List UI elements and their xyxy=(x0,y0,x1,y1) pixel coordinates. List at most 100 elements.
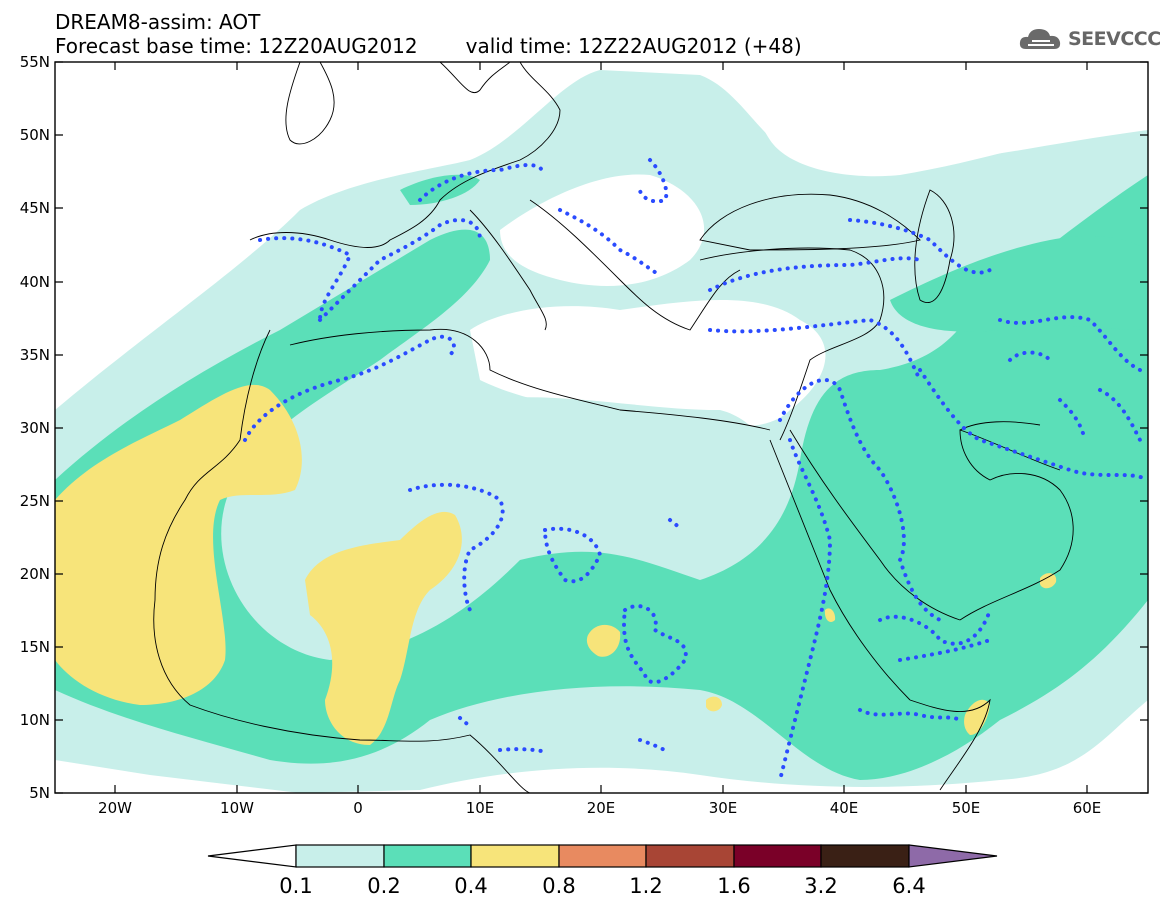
aot-band-0.4-0.8 xyxy=(824,608,836,622)
aot-band-0.4-0.8 xyxy=(706,696,722,712)
coastline-black-sea xyxy=(699,193,921,251)
colorbar: 0.1 0.2 0.4 0.8 1.2 1.6 3.2 6.4 xyxy=(207,844,998,898)
contour-line xyxy=(558,158,669,277)
contour-line xyxy=(778,438,833,782)
coastlines xyxy=(153,62,1074,793)
lat-label: 40N xyxy=(20,273,50,291)
coastline-horn-africa xyxy=(909,698,991,791)
coastline-italy-balkans xyxy=(469,199,741,331)
coastline-red-sea xyxy=(769,429,961,701)
axis-ticks xyxy=(55,61,1148,794)
aot-band-0.4-0.8 xyxy=(586,624,621,657)
contour-line xyxy=(848,218,1142,372)
lat-label: 50N xyxy=(20,126,50,144)
coastline-iberia-europe xyxy=(249,62,561,248)
aot-band-0.4-0.8 xyxy=(55,384,302,705)
aot-contours xyxy=(243,158,1148,782)
aot-band-0.1-0.2 xyxy=(477,397,780,560)
contour-line xyxy=(418,163,547,202)
lat-label: 35N xyxy=(20,346,50,364)
aot-clear-region xyxy=(55,62,304,330)
colorbar-label: 0.4 xyxy=(454,874,487,898)
colorbar-swatch xyxy=(295,844,385,868)
colorbar-swatch xyxy=(645,844,735,868)
lon-label: 10W xyxy=(220,799,254,817)
colorbar-label: 1.6 xyxy=(717,874,750,898)
lon-label: 40E xyxy=(830,799,859,817)
map-subtitle: Forecast base time: 12Z20AUG2012 valid ti… xyxy=(55,36,802,56)
colorbar-label: 1.2 xyxy=(629,874,662,898)
contour-line xyxy=(858,708,962,722)
colorbar-swatch xyxy=(733,844,822,868)
lat-label: 10N xyxy=(20,711,50,729)
aot-band-0.4-0.8 xyxy=(1040,573,1057,589)
aot-band-0.2-0.4 xyxy=(890,235,1148,332)
coastline-scandinavia xyxy=(439,62,511,93)
colorbar-label: 0.8 xyxy=(542,874,575,898)
contour-line xyxy=(542,526,603,584)
coastline-west-africa xyxy=(153,329,531,793)
lon-label: 60E xyxy=(1073,799,1102,817)
colorbar-labels: 0.1 0.2 0.4 0.8 1.2 1.6 3.2 6.4 xyxy=(279,874,925,898)
map-title: DREAM8-assim: AOT xyxy=(55,10,261,34)
contour-line xyxy=(458,716,471,732)
aot-band-0.4-0.8 xyxy=(305,511,462,745)
coastline-turkey-levant xyxy=(699,247,885,441)
lat-ticks xyxy=(55,61,1148,794)
aot-band-0.2-0.4 xyxy=(55,175,1148,780)
lat-label: 30N xyxy=(20,419,50,437)
valid-time-label: valid time: 12Z22AUG2012 (+48) xyxy=(465,34,802,58)
contour-line xyxy=(878,608,992,662)
contour-line xyxy=(778,378,942,622)
colorbar-label: 0.2 xyxy=(367,874,400,898)
aot-fields xyxy=(55,62,1148,793)
colorbar-swatch xyxy=(383,844,472,868)
aot-map: 55N 50N 45N 40N 35N 30N 25N 20N 15N 10N … xyxy=(20,53,1149,817)
logo-text: SEEVCCC xyxy=(1068,28,1161,50)
lat-label: 55N xyxy=(20,53,50,71)
colorbar-swatch xyxy=(207,844,297,868)
lat-label: 45N xyxy=(20,199,50,217)
lon-label: 0 xyxy=(353,799,363,817)
lat-labels: 55N 50N 45N 40N 35N 30N 25N 20N 15N 10N … xyxy=(20,53,50,802)
lon-label: 30E xyxy=(709,799,738,817)
base-time-label: Forecast base time: 12Z20AUG2012 xyxy=(55,34,418,58)
lat-label: 15N xyxy=(20,638,50,656)
contour-line xyxy=(668,518,681,534)
contour-line xyxy=(243,334,456,442)
aot-clear-region xyxy=(357,62,540,154)
contour-line xyxy=(408,482,505,612)
lon-label: 20W xyxy=(98,799,132,817)
contour-line xyxy=(258,236,353,322)
aot-clear-region xyxy=(753,62,1148,177)
lat-label: 5N xyxy=(29,784,50,802)
contour-line xyxy=(1058,388,1142,442)
aot-band-0.4-0.8 xyxy=(964,699,990,735)
colorbar-label: 6.4 xyxy=(892,874,925,898)
lon-label: 50E xyxy=(952,799,981,817)
coastline-uk xyxy=(285,62,335,145)
lat-label: 25N xyxy=(20,492,50,510)
contour-line xyxy=(1008,350,1052,362)
lon-label: 20E xyxy=(587,799,616,817)
colorbar-label: 3.2 xyxy=(804,874,837,898)
contour-line xyxy=(708,317,922,382)
colorbar-swatch xyxy=(558,844,647,868)
aot-band-0.2-0.4 xyxy=(400,174,480,205)
cloud-icon xyxy=(1019,29,1061,49)
contour-line xyxy=(318,218,482,322)
lon-labels: 20W 10W 0 10E 20E 30E 40E 50E 60E xyxy=(98,799,1101,817)
colorbar-swatch xyxy=(908,844,998,868)
colorbar-swatches xyxy=(207,844,998,868)
aot-band-0.1-0.2 xyxy=(376,349,470,430)
colorbar-swatch xyxy=(470,844,560,868)
coastline-north-africa xyxy=(289,328,771,431)
contour-line xyxy=(622,604,688,685)
lon-ticks xyxy=(114,62,1088,793)
colorbar-label: 0.1 xyxy=(279,874,312,898)
colorbar-swatch xyxy=(820,844,910,868)
seevccc-logo: SEEVCCC xyxy=(1018,24,1161,54)
lon-label: 10E xyxy=(466,799,495,817)
lat-label: 20N xyxy=(20,565,50,583)
coastline-caspian xyxy=(914,189,955,303)
